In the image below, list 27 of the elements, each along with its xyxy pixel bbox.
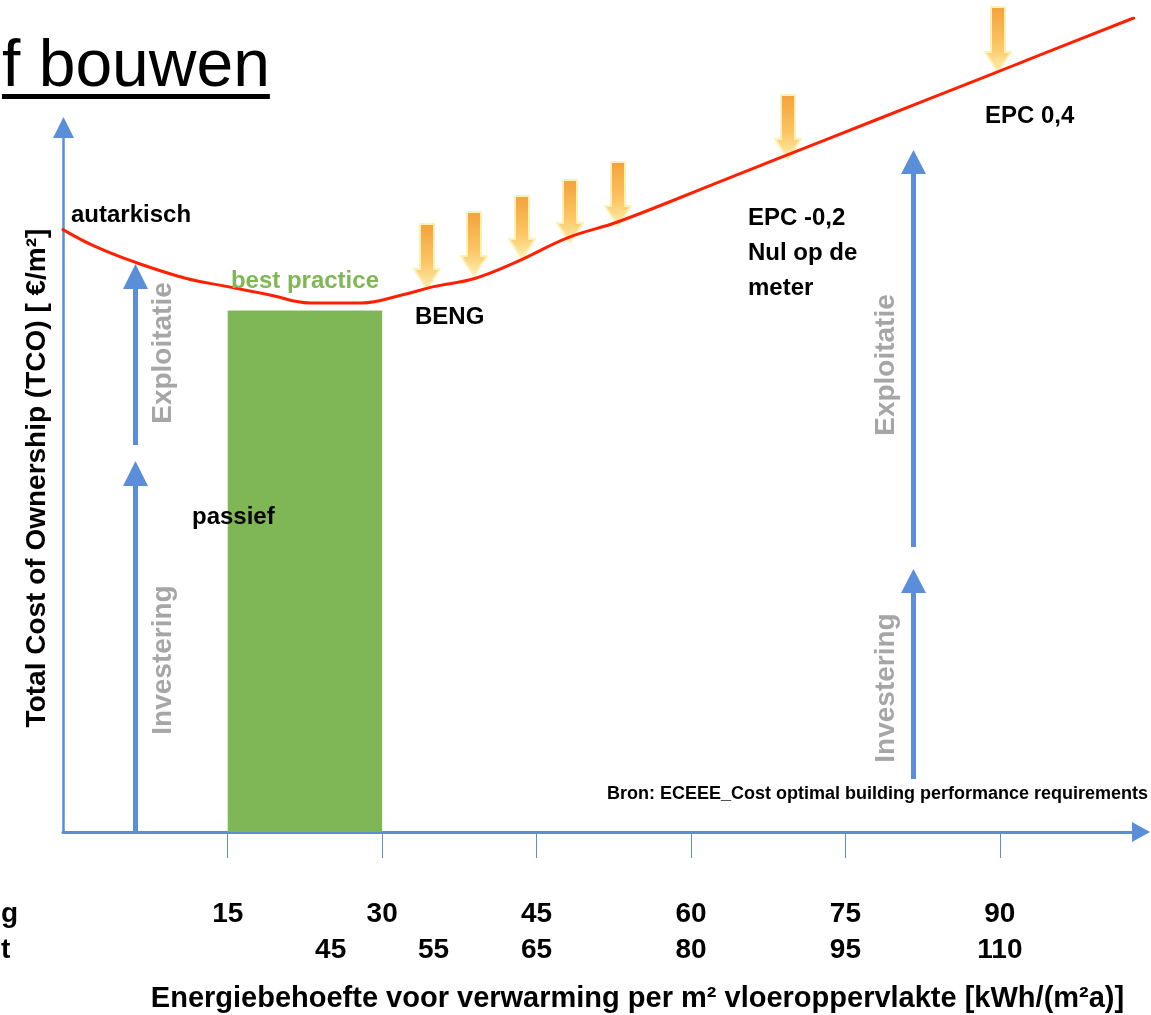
annotation: Bron: ECEEE_Cost optimal building performance requirements	[606, 783, 1148, 803]
x-axis-title: Energiebehoefte voor verwarming per m² vloeroppervlakte [kWh/(m²a)]	[150, 980, 1125, 1013]
text: t	[1, 932, 11, 964]
x-tick-label: 30	[366, 896, 398, 928]
x-tick-label: 75	[829, 896, 862, 928]
x2-tick-label: 80	[675, 932, 707, 964]
x2-tick-label: 55	[418, 932, 450, 964]
annotation: EPC -0,2 Nul op de meter	[748, 203, 864, 300]
x-tick-label: 60	[675, 896, 707, 928]
y-axis-title: Total Cost of Ownership (TCO) [ €/m²]	[19, 228, 51, 728]
annotation: Investering	[868, 613, 900, 763]
x2-tick-label: 110	[977, 932, 1023, 964]
x-tick-label: 15	[212, 896, 244, 928]
annotation: autarkisch	[71, 199, 192, 227]
annotation: Investering	[145, 585, 177, 735]
x2-tick-label: 95	[829, 932, 862, 964]
annotation: Exploitatie	[145, 282, 177, 424]
text: g	[1, 896, 19, 928]
x2-tick-label: 45	[315, 932, 347, 964]
annotation: EPC 0,4	[985, 100, 1076, 128]
annotation: BENG	[415, 301, 485, 329]
chart-title: f bouwen	[2, 26, 270, 100]
x-tick-label: 45	[521, 896, 553, 928]
series-label: best practice	[230, 265, 379, 293]
x-tick-label: 90	[984, 896, 1016, 928]
x2-tick-label: 65	[521, 932, 553, 964]
annotation: Exploitatie	[868, 294, 900, 436]
